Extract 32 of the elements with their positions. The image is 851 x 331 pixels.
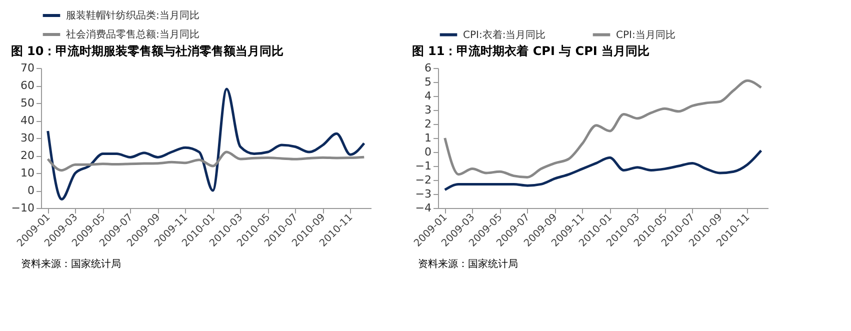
y-tick-label: −1 [415, 160, 432, 172]
y-tick-label: 6 [424, 62, 432, 74]
legend-label: CPI:衣着:当月同比 [463, 28, 546, 41]
y-tick-label: 40 [20, 114, 34, 127]
legend-label: 社会消费品零售总额:当月同比 [66, 28, 200, 40]
y-tick-label: 70 [20, 62, 34, 74]
line-series [444, 149, 762, 192]
y-tick-label: 2 [424, 118, 432, 130]
y-tick-label: 4 [424, 90, 432, 102]
y-tick-label: −4 [415, 202, 432, 214]
text: 资料来源：国家统计局 [418, 258, 518, 270]
y-tick-label: −3 [415, 188, 432, 200]
y-tick-label: 3 [424, 104, 432, 116]
line-series [46, 150, 366, 172]
y-tick-label: 20 [20, 149, 34, 162]
y-tick-label: 5 [424, 76, 432, 88]
chart-title: 图 10：甲流时期服装零售额与社消零售额当月同比 [10, 44, 284, 58]
y-tick-label: 0 [424, 146, 432, 158]
y-tick-label: 0 [28, 184, 34, 197]
y-tick-label: 30 [20, 132, 34, 144]
chart-title: 图 11：甲流时期衣着 CPI 与 CPI 当月同比 [412, 44, 650, 58]
y-tick-label: 60 [20, 79, 34, 92]
y-tick-label: 1 [424, 132, 432, 144]
y-tick-label: −10 [11, 202, 34, 214]
legend-label: 服装鞋帽针纺织品类:当月同比 [66, 10, 200, 22]
text: 资料来源：国家统计局 [21, 258, 121, 270]
line-series [444, 79, 762, 178]
line-series [46, 88, 366, 200]
y-tick-label: 50 [20, 96, 34, 110]
y-tick-label: 10 [20, 166, 34, 180]
y-tick-label: −2 [415, 174, 432, 186]
legend-label: CPI:当月同比 [616, 28, 676, 41]
